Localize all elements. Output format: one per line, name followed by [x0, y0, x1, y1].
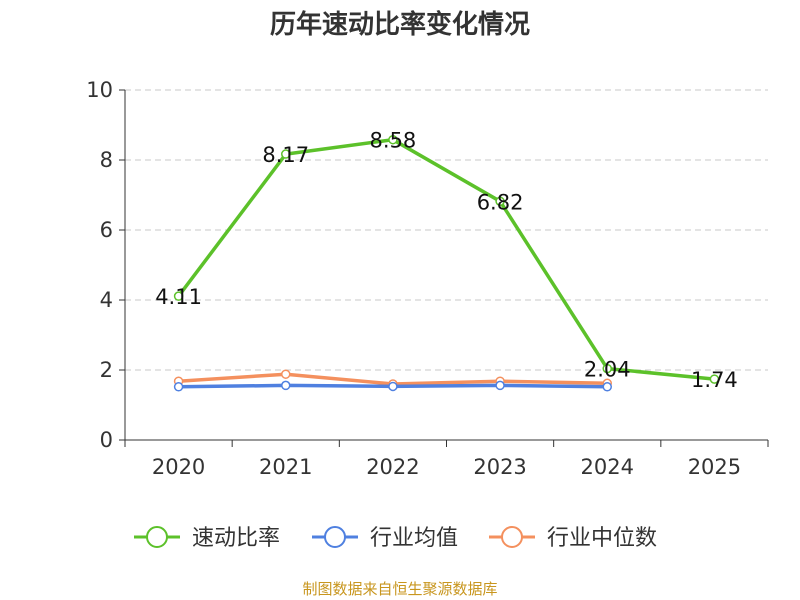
data-point [173, 291, 184, 301]
legend-label: 速动比率 [192, 526, 280, 551]
data-point [602, 363, 612, 374]
legend-item[interactable]: 速动比率 [134, 526, 280, 551]
y-tick-label: 2 [100, 358, 113, 382]
legend-marker [146, 526, 168, 548]
x-tick-label: 2024 [581, 455, 634, 479]
data-label: 1.74 [691, 368, 738, 392]
legend-label: 行业中位数 [547, 526, 657, 551]
data-point [388, 381, 398, 392]
y-tick-label: 6 [100, 218, 113, 242]
x-tick-label: 2022 [366, 455, 419, 479]
data-point [602, 382, 612, 392]
series-0 [173, 134, 720, 384]
y-tick-label: 0 [100, 428, 113, 452]
y-tick-label: 4 [100, 288, 113, 312]
data-labels: 4.11 8.17 8.58 6.82 2.04 1.74 [155, 129, 738, 392]
data-label: 4.11 [155, 285, 202, 309]
data-label: 8.58 [370, 129, 417, 153]
data-point [495, 196, 505, 207]
series [173, 134, 720, 392]
data-point [281, 380, 291, 391]
data-point [281, 369, 291, 379]
data-point [173, 382, 184, 392]
legend-marker [501, 526, 523, 548]
data-label: 8.17 [262, 143, 309, 167]
chart-title: 历年速动比率变化情况 [270, 9, 530, 40]
data-point [281, 149, 291, 159]
data-label: 2.04 [584, 358, 631, 382]
x-tick-label: 2020 [152, 455, 205, 479]
legend-label: 行业均值 [370, 526, 458, 551]
legend-marker [324, 526, 346, 548]
axes: 0 2 4 6 8 10 2020 2021 2022 2023 2024 2025 [86, 78, 769, 479]
source-note: 制图数据来自恒生聚源数据库 [302, 580, 497, 598]
x-tick-label: 2025 [688, 455, 741, 479]
data-label: 6.82 [477, 190, 524, 214]
x-tick-label: 2021 [259, 455, 312, 479]
grid [125, 89, 768, 371]
data-point [709, 374, 720, 384]
data-point [495, 380, 505, 391]
legend-item[interactable]: 行业均值 [312, 526, 458, 551]
data-point [388, 134, 398, 145]
x-tick-label: 2023 [473, 455, 526, 479]
legend: 速动比率 行业均值 行业中位数 [134, 526, 657, 551]
y-tick-label: 10 [86, 78, 113, 102]
series-1 [173, 380, 612, 392]
y-tick-label: 8 [100, 148, 113, 172]
legend-item[interactable]: 行业中位数 [489, 526, 657, 551]
series-line [177, 137, 715, 381]
